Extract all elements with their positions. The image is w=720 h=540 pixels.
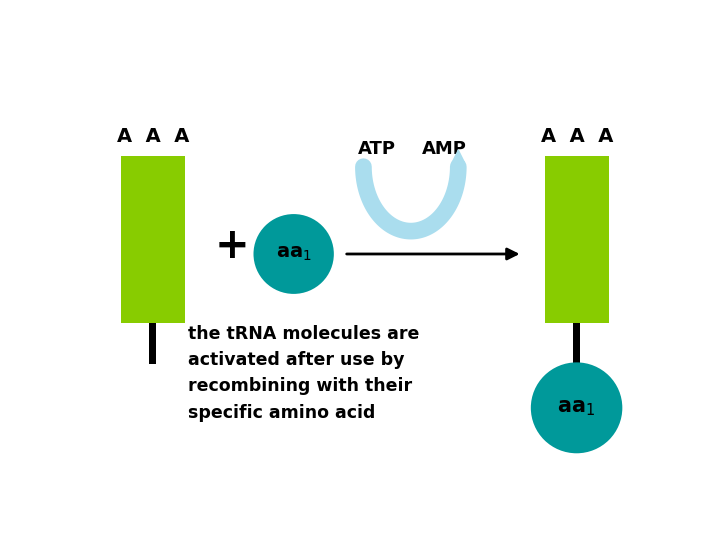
Text: AMP: AMP bbox=[422, 140, 467, 158]
Bar bbox=[149, 322, 156, 364]
Text: A  A  A: A A A bbox=[117, 127, 189, 146]
Ellipse shape bbox=[531, 362, 622, 453]
Text: aa$_1$: aa$_1$ bbox=[557, 398, 595, 418]
Text: A  A  A: A A A bbox=[541, 127, 613, 146]
Ellipse shape bbox=[253, 214, 334, 294]
Text: +: + bbox=[215, 225, 250, 267]
Text: the tRNA molecules are
activated after use by
recombining with their
specific am: the tRNA molecules are activated after u… bbox=[188, 325, 419, 422]
Text: aa$_1$: aa$_1$ bbox=[276, 245, 312, 264]
Text: ATP: ATP bbox=[359, 140, 397, 158]
Bar bbox=[573, 322, 580, 364]
Bar bbox=[545, 156, 609, 322]
Bar bbox=[121, 156, 185, 322]
